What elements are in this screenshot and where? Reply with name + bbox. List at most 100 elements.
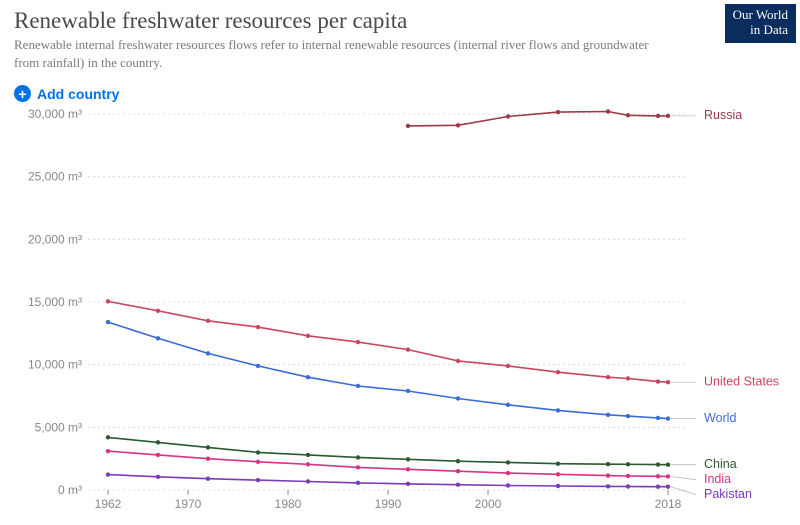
series-label-india[interactable]: India — [704, 472, 731, 486]
y-tick-label: 15,000 m³ — [28, 295, 82, 309]
y-tick-label: 5,000 m³ — [35, 420, 82, 434]
data-point[interactable] — [656, 416, 660, 420]
data-point[interactable] — [556, 110, 560, 114]
data-point[interactable] — [506, 364, 510, 368]
data-point[interactable] — [206, 319, 210, 323]
data-point[interactable] — [556, 408, 560, 412]
series-line-united-states[interactable] — [108, 301, 668, 382]
data-point[interactable] — [456, 459, 460, 463]
series-line-pakistan[interactable] — [108, 475, 668, 487]
data-point[interactable] — [456, 469, 460, 473]
data-point[interactable] — [106, 320, 110, 324]
data-point[interactable] — [656, 462, 660, 466]
data-point[interactable] — [626, 484, 630, 488]
data-point[interactable] — [666, 474, 670, 478]
line-chart: 0 m³ 5,000 m³ 10,000 m³ 15,000 m³ 20,000 m³ 2… — [14, 108, 786, 516]
chart-area: 0 m³ 5,000 m³ 10,000 m³ 15,000 m³ 20,000 m³ 2… — [14, 108, 786, 516]
data-point[interactable] — [606, 109, 610, 113]
data-point[interactable] — [556, 370, 560, 374]
data-point[interactable] — [506, 483, 510, 487]
y-tick-label: 20,000 m³ — [28, 232, 82, 246]
data-point[interactable] — [206, 456, 210, 460]
data-point[interactable] — [106, 299, 110, 303]
y-tick-label: 25,000 m³ — [28, 170, 82, 184]
series-line-world[interactable] — [108, 322, 668, 419]
series-label-pakistan[interactable]: Pakistan — [704, 487, 752, 501]
y-tick-label: 10,000 m³ — [28, 358, 82, 372]
data-point[interactable] — [666, 416, 670, 420]
data-point[interactable] — [356, 465, 360, 469]
series-label-china[interactable]: China — [704, 457, 737, 471]
data-point[interactable] — [356, 481, 360, 485]
data-point[interactable] — [606, 473, 610, 477]
data-point[interactable] — [406, 124, 410, 128]
data-point[interactable] — [256, 325, 260, 329]
data-point[interactable] — [606, 484, 610, 488]
data-point[interactable] — [606, 413, 610, 417]
series-label-world[interactable]: World — [704, 411, 736, 425]
data-point[interactable] — [256, 450, 260, 454]
data-point[interactable] — [606, 462, 610, 466]
data-point[interactable] — [656, 474, 660, 478]
data-point[interactable] — [106, 435, 110, 439]
data-point[interactable] — [506, 471, 510, 475]
data-point[interactable] — [666, 380, 670, 384]
data-point[interactable] — [456, 483, 460, 487]
data-point[interactable] — [256, 478, 260, 482]
data-point[interactable] — [406, 389, 410, 393]
data-point[interactable] — [356, 340, 360, 344]
data-point[interactable] — [106, 472, 110, 476]
data-point[interactable] — [506, 114, 510, 118]
series-line-china[interactable] — [108, 437, 668, 464]
data-point[interactable] — [256, 460, 260, 464]
data-point[interactable] — [356, 384, 360, 388]
data-point[interactable] — [406, 457, 410, 461]
data-point[interactable] — [206, 445, 210, 449]
data-point[interactable] — [156, 440, 160, 444]
data-point[interactable] — [666, 462, 670, 466]
data-point[interactable] — [406, 347, 410, 351]
data-point[interactable] — [156, 336, 160, 340]
series-label-russia[interactable]: Russia — [704, 108, 742, 122]
data-point[interactable] — [656, 114, 660, 118]
data-point[interactable] — [626, 414, 630, 418]
data-point[interactable] — [306, 375, 310, 379]
data-point[interactable] — [556, 461, 560, 465]
data-point[interactable] — [406, 467, 410, 471]
data-point[interactable] — [256, 364, 260, 368]
data-point[interactable] — [626, 113, 630, 117]
data-point[interactable] — [356, 455, 360, 459]
data-point[interactable] — [156, 309, 160, 313]
data-point[interactable] — [506, 403, 510, 407]
data-point[interactable] — [556, 484, 560, 488]
y-tick-label: 0 m³ — [58, 483, 82, 497]
data-point[interactable] — [306, 453, 310, 457]
x-tick-label: 1962 — [95, 497, 122, 511]
data-point[interactable] — [656, 379, 660, 383]
data-point[interactable] — [656, 484, 660, 488]
data-point[interactable] — [156, 475, 160, 479]
x-tick-label: 2000 — [475, 497, 502, 511]
data-point[interactable] — [626, 462, 630, 466]
data-point[interactable] — [406, 482, 410, 486]
data-point[interactable] — [626, 376, 630, 380]
data-point[interactable] — [506, 460, 510, 464]
data-point[interactable] — [306, 462, 310, 466]
data-point[interactable] — [106, 449, 110, 453]
data-point[interactable] — [606, 375, 610, 379]
data-point[interactable] — [306, 334, 310, 338]
add-country-button[interactable]: + Add country — [14, 85, 119, 102]
series-label-united-states[interactable]: United States — [704, 375, 779, 389]
data-point[interactable] — [666, 114, 670, 118]
data-point[interactable] — [306, 479, 310, 483]
data-point[interactable] — [556, 472, 560, 476]
data-point[interactable] — [456, 359, 460, 363]
data-point[interactable] — [456, 396, 460, 400]
page-subtitle: Renewable internal freshwater resources … — [14, 36, 654, 71]
data-point[interactable] — [206, 477, 210, 481]
data-point[interactable] — [206, 351, 210, 355]
data-point[interactable] — [666, 485, 670, 489]
data-point[interactable] — [156, 453, 160, 457]
data-point[interactable] — [456, 123, 460, 127]
data-point[interactable] — [626, 474, 630, 478]
